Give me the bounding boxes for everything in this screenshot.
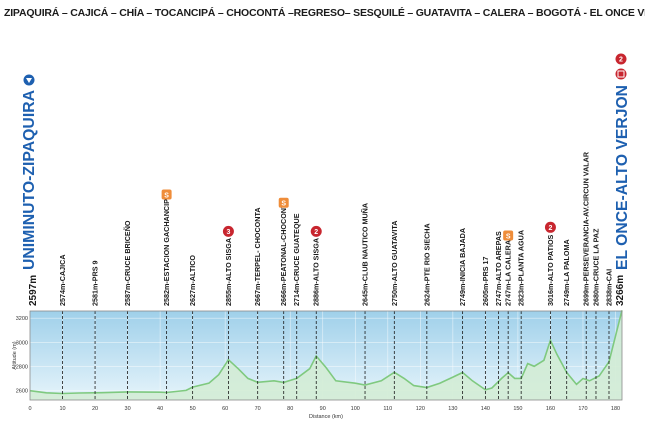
sprint-point-icon: S xyxy=(503,230,514,241)
sprint-point-icon: S xyxy=(278,197,289,208)
waypoint-label: 2587m-CRUCE BRICEÑO xyxy=(123,220,132,306)
waypoint-label: 2747m-LA CALERA xyxy=(504,240,513,306)
x-tick-label: 20 xyxy=(92,406,98,412)
waypoint-label: 2749m-LA PALOMA xyxy=(562,239,571,306)
kom-point-icon: 2 xyxy=(310,225,322,237)
waypoint-label: 2838m-CAI xyxy=(604,269,613,306)
finish-icon-bg xyxy=(615,68,627,80)
x-tick-label: 30 xyxy=(125,406,131,412)
x-tick-label: 170 xyxy=(578,406,587,412)
start-icon xyxy=(23,74,35,86)
x-tick-label: 140 xyxy=(481,406,490,412)
y-tick-label: 3000 xyxy=(16,340,28,346)
finish-icon xyxy=(615,68,627,80)
waypoint-label: 2667m-TERPEL- CHOCONTA xyxy=(253,207,262,306)
x-tick-label: 70 xyxy=(255,406,261,412)
finish-altitude: 3266m xyxy=(615,275,626,306)
kom-icon: 2 xyxy=(615,53,627,65)
x-tick-label: 180 xyxy=(611,406,620,412)
route-title: ZIPAQUIRÁ – CAJICÁ – CHÍA – TOCANCIPÁ – … xyxy=(4,7,645,19)
x-tick-label: 130 xyxy=(448,406,457,412)
x-tick-label: 110 xyxy=(383,406,392,412)
x-tick-label: 80 xyxy=(287,406,293,412)
waypoint-label: 2680m-CRUCE LA PAZ xyxy=(591,228,600,306)
finish-icon-flag xyxy=(617,70,625,78)
kom-point-icon: 2 xyxy=(544,221,556,233)
kom-badge-label: 2 xyxy=(548,225,552,232)
finish-label: EL ONCE-ALTO VERJON xyxy=(614,85,631,270)
sprint-badge-label: S xyxy=(164,193,169,200)
waypoint-label: 2645m-CLUB NAUTICO MUÑA xyxy=(361,203,370,306)
kom-badge-label: 3 xyxy=(226,229,230,236)
plot-frame xyxy=(29,310,623,401)
waypoint-label: 2605m-PRS 17 xyxy=(481,256,490,306)
waypoint-label: 2749m-INICIA BAJADA xyxy=(458,228,467,306)
y-tick-label: 3200 xyxy=(16,316,28,322)
waypoint-label: 2627m-ALTICO xyxy=(188,255,197,306)
y-tick-label: 2600 xyxy=(16,388,28,394)
sprint-badge-label: S xyxy=(506,234,511,241)
waypoint-label: 2750m-ALTO GUATAVITA xyxy=(390,221,399,306)
x-tick-label: 60 xyxy=(222,406,228,412)
x-tick-label: 160 xyxy=(546,406,555,412)
waypoint-label: 2582m-ESTACION GACHANCIPA xyxy=(162,194,171,306)
x-tick-label: 150 xyxy=(513,406,522,412)
sprint-point-icon: S xyxy=(161,189,172,200)
kom-badge-label: 2 xyxy=(314,229,318,236)
waypoint-label: 2699m-PERSEVERANCIA-AV.CIRCUN VALAR xyxy=(582,151,591,306)
waypoint-label: 2666m-PEATONAL-CHOCONTA xyxy=(279,199,288,306)
waypoint-label: 2886m-ALTO SISGA xyxy=(312,238,321,306)
x-tick-label: 90 xyxy=(320,406,326,412)
elevation-line xyxy=(29,310,623,395)
waypoint-label: 2624m-PTE RIO SIECHA xyxy=(422,223,431,306)
sprint-badge-bg xyxy=(161,189,172,200)
waypoint-label: 2823m-PLANTA AGUA xyxy=(517,230,526,306)
waypoint-label: 2574m-CAJICA xyxy=(58,254,67,306)
y-tick-label: 2800 xyxy=(16,364,28,370)
x-tick-label: 10 xyxy=(59,406,65,412)
x-tick-label: 100 xyxy=(351,406,360,412)
sprint-badge-bg xyxy=(278,197,289,208)
kom-badge-label: 2 xyxy=(619,57,623,64)
waypoint-label: 2747m-ALTO AREPAS xyxy=(494,231,503,306)
x-axis-label: Distance (km) xyxy=(309,414,343,420)
kom-badge-bg xyxy=(310,225,322,237)
waypoint-label: 2855m-ALTO SISGA xyxy=(224,238,233,306)
x-tick-label: 120 xyxy=(416,406,425,412)
elevation-area xyxy=(30,310,622,400)
kom-badge-bg xyxy=(222,225,234,237)
waypoint-label: 2714m-CRUCE GUATEQUE xyxy=(292,213,301,306)
kom-badge-bg xyxy=(544,221,556,233)
sprint-badge-label: S xyxy=(281,201,286,208)
y-axis-label: Altitude (m) xyxy=(12,341,18,369)
start-altitude: 2597m xyxy=(28,275,39,306)
sprint-badge-bg xyxy=(503,230,514,241)
x-tick-label: 40 xyxy=(157,406,163,412)
kom-point-icon: 3 xyxy=(222,225,234,237)
x-tick-label: 0 xyxy=(28,406,31,412)
start-icon-arrow xyxy=(26,78,32,83)
kom-badge-bg xyxy=(615,53,627,65)
x-tick-label: 50 xyxy=(190,406,196,412)
waypoint-label: 2581m-PRS 9 xyxy=(91,260,100,306)
waypoint-label: 3016m-ALTO PATIOS xyxy=(546,234,555,306)
start-label: UNIMINUTO-ZIPAQUIRA xyxy=(21,90,38,270)
